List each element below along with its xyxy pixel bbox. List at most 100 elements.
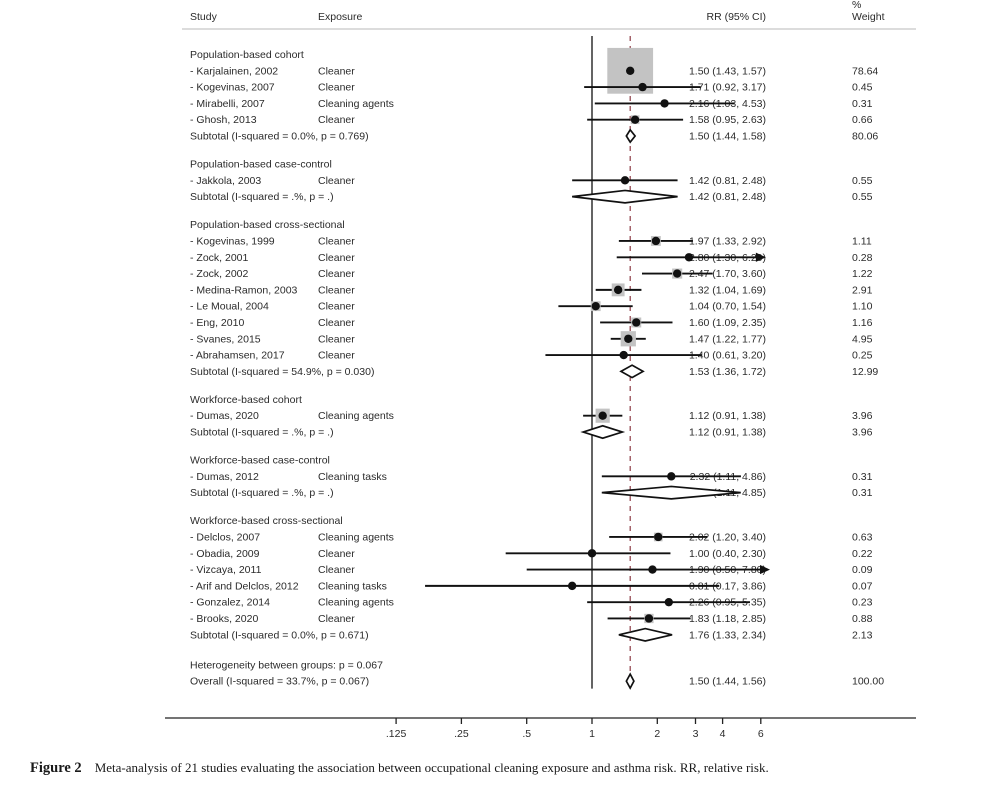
study-label: - Vizcaya, 2011 <box>190 564 262 576</box>
rr-value: 1.00 (0.40, 2.30) <box>689 548 766 560</box>
study-ci-row <box>618 236 693 246</box>
rr-value: 2.02 (1.20, 3.40) <box>689 531 766 543</box>
weight-value: 78.64 <box>852 65 878 77</box>
point-estimate-marker <box>567 581 577 591</box>
weight-value: 0.31 <box>852 471 873 483</box>
subtotal-weight-value: 2.13 <box>852 629 873 641</box>
exposure-label: Cleaning agents <box>318 597 394 609</box>
subtotal-weight-value: 80.06 <box>852 131 878 143</box>
x-axis-tick-label: .25 <box>454 728 469 740</box>
group-heading-5: Workforce-based cross-sectional <box>190 515 343 527</box>
study-label: - Le Moual, 2004 <box>190 301 269 313</box>
point-estimate-marker <box>632 318 641 327</box>
study-ci-row <box>641 268 713 279</box>
subtotal-rr-value: 1.12 (0.91, 1.38) <box>689 427 766 439</box>
rr-value: 1.32 (1.04, 1.69) <box>689 284 766 296</box>
exposure-label: Cleaning agents <box>318 531 394 543</box>
study-ci-row <box>607 613 691 624</box>
study-ci-row <box>545 350 702 360</box>
exposure-label: Cleaner <box>318 175 355 187</box>
group-heading-0: Population-based cohort <box>190 49 304 61</box>
exposure-label: Cleaner <box>318 114 355 126</box>
exposure-label: Cleaner <box>318 613 355 625</box>
weight-value: 4.95 <box>852 333 873 345</box>
subtotal-label: Subtotal (I-squared = 0.0%, p = 0.769) <box>190 131 369 143</box>
study-label: - Arif and Delclos, 2012 <box>190 580 299 592</box>
subtotal-label: Subtotal (I-squared = 0.0%, p = 0.671) <box>190 629 369 641</box>
point-estimate-marker <box>587 549 597 558</box>
study-label: - Medina-Ramon, 2003 <box>190 284 298 296</box>
study-ci-row <box>526 564 770 575</box>
weight-value: 0.22 <box>852 548 873 560</box>
summary-diamond <box>625 128 637 144</box>
ci-arrow-icon <box>760 564 770 575</box>
point-estimate-marker <box>625 66 635 76</box>
subtotal-rr-value: 1.76 (1.33, 2.34) <box>689 629 766 641</box>
rr-value: 1.97 (1.33, 2.92) <box>689 235 766 247</box>
x-axis-tick-label: .125 <box>386 728 407 740</box>
weight-value: 1.16 <box>852 317 873 329</box>
group-heading-1: Population-based case-control <box>190 159 332 171</box>
study-ci-row <box>587 115 684 125</box>
summary-diamond <box>580 424 626 440</box>
weight-value: 2.91 <box>852 284 873 296</box>
weight-value: 1.11 <box>852 235 872 247</box>
header-study: Study <box>190 11 218 23</box>
overall-diamond <box>625 672 635 690</box>
subtotal-weight-value: 12.99 <box>852 366 878 378</box>
weight-value: 0.09 <box>852 564 873 576</box>
point-estimate-marker <box>664 597 674 607</box>
figure-caption-label: Figure 2 <box>30 759 82 776</box>
point-estimate-marker <box>624 334 633 343</box>
study-label: - Kogevinas, 2007 <box>190 82 275 94</box>
study-ci-row <box>584 82 701 92</box>
exposure-label: Cleaning tasks <box>318 580 387 592</box>
rr-value: 1.58 (0.95, 2.63) <box>689 114 766 126</box>
study-label: - Ghosh, 2013 <box>190 114 257 126</box>
x-axis-tick-label: 2 <box>654 728 660 740</box>
forest-plot-figure: Study Exposure RR (95% CI)% Weight Populatio… <box>165 0 916 740</box>
subtotal-diamond-row <box>580 424 626 440</box>
weight-value: 0.66 <box>852 114 873 126</box>
subtotal-diamond-row <box>619 364 645 379</box>
header-rr: RR (95% CI) <box>706 11 766 23</box>
forest-plot-canvas: Study Exposure RR (95% CI)%Weight Populatio… <box>165 0 916 740</box>
rr-value: 1.12 (0.91, 1.38) <box>689 410 766 422</box>
group-heading-3: Workforce-based cohort <box>190 394 302 406</box>
subtotal-rr-value: 1.53 (1.36, 1.72) <box>689 366 766 378</box>
summary-diamond <box>619 364 645 379</box>
point-estimate-marker <box>654 532 663 542</box>
figure-caption-text: Meta-analysis of 21 studies evaluating t… <box>94 760 769 775</box>
figure-caption: Figure 2 Meta-analysis of 21 studies eva… <box>0 745 994 791</box>
point-estimate-marker <box>620 176 630 185</box>
rr-value: 0.81 (0.17, 3.86) <box>689 580 766 592</box>
group-heading-4: Workforce-based case-control <box>190 455 330 467</box>
x-axis-tick-label: 4 <box>720 728 726 740</box>
rr-value: 1.47 (1.22, 1.77) <box>689 333 766 345</box>
study-ci-row <box>600 317 673 328</box>
exposure-label: Cleaner <box>318 235 355 247</box>
study-label: - Zock, 2001 <box>190 252 249 264</box>
study-ci-row <box>558 301 633 312</box>
subtotal-weight-value: 0.31 <box>852 487 873 499</box>
study-label: - Jakkola, 2003 <box>190 175 261 187</box>
weight-value: 0.28 <box>852 252 873 264</box>
subtotal-diamond-row <box>625 128 637 144</box>
weight-value: 0.55 <box>852 175 873 187</box>
study-ci-row <box>583 408 623 423</box>
summary-diamond <box>601 485 741 500</box>
study-ci-row <box>505 549 671 558</box>
weight-value: 0.23 <box>852 597 873 609</box>
overall-rr-value: 1.50 (1.44, 1.56) <box>689 676 766 688</box>
weight-value: 0.45 <box>852 82 873 94</box>
x-axis-tick-label: 6 <box>758 728 764 740</box>
exposure-label: Cleaner <box>318 350 355 362</box>
x-axis-tick-label: 1 <box>589 728 595 740</box>
subtotal-diamond-row <box>572 189 678 204</box>
x-axis-tick-label: .5 <box>522 728 531 740</box>
study-label: - Svanes, 2015 <box>190 333 261 345</box>
subtotal-weight-value: 0.55 <box>852 191 873 203</box>
study-ci-row <box>595 283 642 297</box>
exposure-label: Cleaner <box>318 284 355 296</box>
study-label: - Karjalainen, 2002 <box>190 65 278 77</box>
